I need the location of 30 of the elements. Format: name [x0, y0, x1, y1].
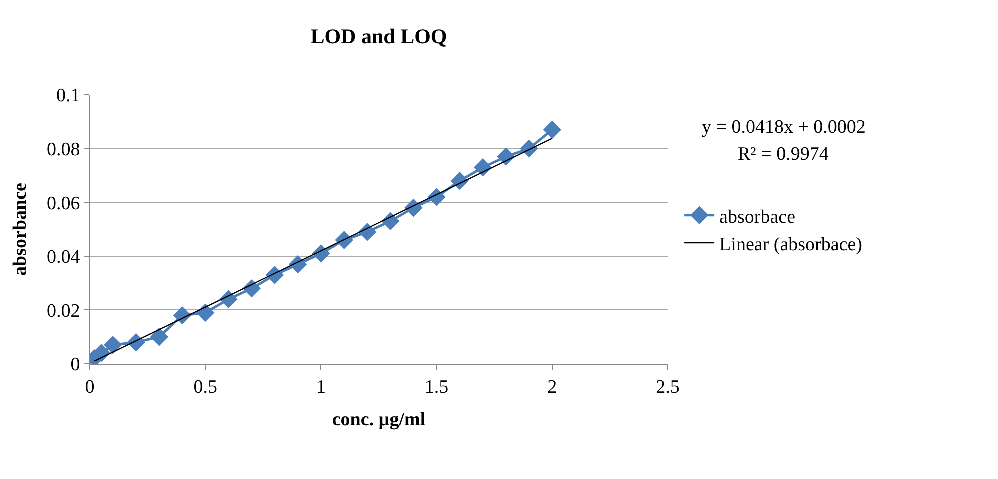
y-tick-label: 0.04	[46, 247, 81, 268]
y-tick-label: 0.06	[46, 193, 80, 214]
point	[312, 244, 330, 263]
point	[150, 328, 168, 346]
point	[428, 188, 446, 206]
y-tick-label: 0.08	[46, 139, 80, 160]
legend-label: Linear (absorbace)	[720, 234, 862, 256]
legend-label: absorbace	[720, 206, 796, 228]
x-tick-label: 1	[316, 376, 326, 398]
x-tick-label: 0.5	[194, 376, 218, 398]
x-tick-label: 0	[85, 376, 95, 398]
chart-title: LOD and LOQ	[310, 24, 448, 48]
y-axis-title: absorbance	[10, 183, 31, 276]
x-axis-title: conc. µg/ml	[332, 410, 426, 431]
x-tick-label: 2.5	[656, 376, 680, 398]
point	[288, 255, 308, 274]
text: R² = 0.9974	[738, 144, 830, 165]
x-tick-label: 2	[548, 376, 558, 398]
point	[497, 148, 516, 166]
point	[196, 304, 215, 322]
y-tick-label: 0.1	[56, 86, 80, 107]
y-tick-label: 0	[70, 354, 80, 376]
point	[242, 280, 261, 298]
text: y = 0.0418x + 0.0002	[702, 117, 866, 138]
x-tick-label: 1.5	[424, 376, 449, 398]
point	[104, 336, 122, 354]
point	[474, 158, 492, 177]
point	[520, 140, 538, 158]
point	[543, 120, 562, 140]
y-tick-label: 0.02	[46, 300, 80, 322]
